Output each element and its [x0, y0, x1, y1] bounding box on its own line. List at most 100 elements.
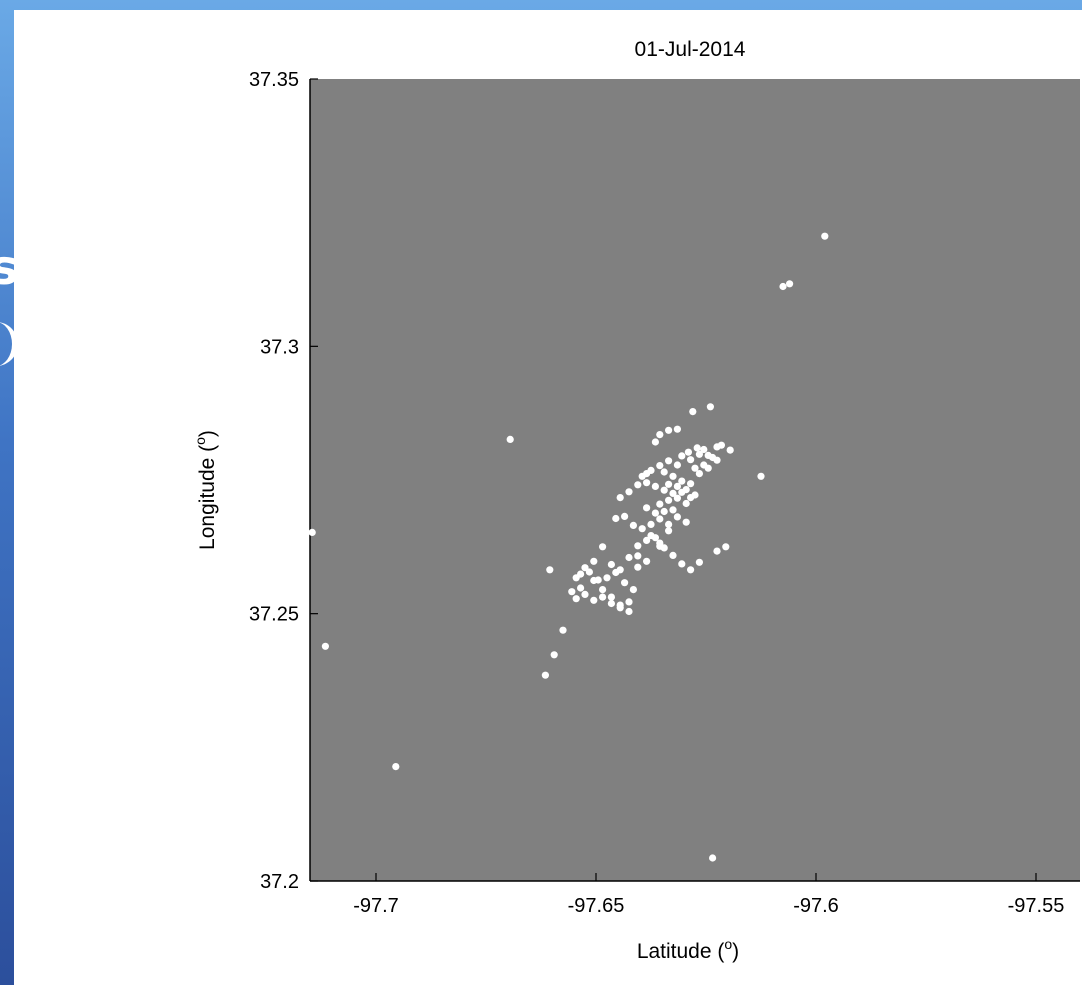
data-point [621, 512, 629, 521]
data-point [625, 598, 633, 606]
x-axis-label-text: Latitude [637, 940, 712, 963]
data-point [634, 563, 642, 571]
data-point [541, 671, 550, 679]
data-point [665, 520, 673, 529]
data-point [634, 481, 642, 489]
data-point [625, 488, 633, 496]
data-point [590, 557, 598, 565]
data-point [687, 456, 695, 464]
data-point [678, 477, 686, 485]
data-point [651, 438, 660, 446]
data-point [599, 543, 607, 551]
data-point [717, 441, 726, 449]
data-point [612, 514, 620, 523]
data-point [625, 553, 633, 562]
data-point [669, 506, 677, 514]
data-point [693, 444, 701, 452]
data-point [682, 518, 690, 526]
axes: -97.7 -97.65 -97.6 -97.55 37.2 37.25 37.3 37.35 [249, 69, 1080, 917]
y-tick-label: 37.35 [249, 69, 299, 91]
data-point [687, 480, 695, 488]
data-point [629, 521, 638, 530]
data-point [572, 595, 580, 603]
data-point [673, 461, 682, 469]
data-point [665, 527, 673, 535]
data-point [590, 576, 598, 585]
data-point [695, 470, 704, 478]
y-tick-label: 37.2 [260, 871, 299, 893]
data-point [687, 566, 695, 574]
data-point [669, 551, 677, 560]
data-point [682, 499, 690, 508]
data-point [684, 448, 693, 456]
data-point [660, 544, 668, 552]
data-point [673, 425, 682, 433]
data-point [621, 579, 629, 587]
data-point [392, 763, 400, 771]
data-point [647, 532, 655, 540]
data-point [786, 280, 794, 288]
data-point [689, 408, 697, 416]
data-point [643, 479, 651, 487]
data-point [665, 426, 673, 434]
data-point [695, 558, 704, 566]
data-point [590, 596, 598, 604]
data-point [577, 584, 585, 592]
data-point [713, 456, 721, 464]
x-axis-label: Latitude (o) [637, 936, 739, 963]
data-point [638, 472, 646, 480]
data-point [656, 515, 664, 523]
data-point [506, 435, 514, 443]
data-point [585, 568, 594, 576]
data-point [673, 482, 682, 490]
data-point [308, 528, 316, 537]
data-point [546, 566, 554, 574]
data-point [678, 488, 686, 496]
data-point [651, 482, 660, 490]
data-point [656, 431, 664, 439]
data-point [673, 494, 682, 502]
data-point [550, 651, 558, 659]
data-point [651, 509, 660, 517]
data-point [656, 500, 664, 508]
plot-area [310, 79, 1080, 881]
x-tick-label: -97.65 [568, 895, 625, 917]
data-point [660, 507, 668, 516]
data-point [695, 450, 704, 458]
data-point [704, 464, 712, 472]
y-axis-unit: o [192, 437, 208, 445]
chart-title: 01-Jul-2014 [635, 38, 746, 61]
data-point [607, 560, 616, 569]
data-point [616, 604, 624, 612]
x-axis-unit: o [724, 936, 732, 952]
data-point [581, 564, 589, 572]
data-point [603, 574, 611, 582]
data-point [678, 560, 686, 568]
data-points [308, 232, 829, 862]
slide-decoration-glyph: s [0, 240, 19, 296]
data-point [665, 496, 673, 504]
data-point [709, 854, 717, 862]
data-point [321, 642, 329, 650]
data-point [660, 468, 668, 476]
data-point [599, 593, 607, 601]
data-point [647, 520, 655, 529]
data-point [643, 536, 651, 545]
data-point [643, 557, 651, 565]
data-point [669, 489, 677, 497]
data-point [726, 446, 734, 454]
data-point [821, 232, 829, 240]
data-point [722, 543, 730, 551]
data-point [607, 599, 616, 608]
x-tick-label: -97.6 [793, 895, 839, 917]
data-point [656, 462, 664, 470]
data-point [599, 586, 607, 594]
data-point [673, 513, 682, 521]
y-axis-label: Longitude (o) [192, 430, 219, 550]
data-point [643, 504, 651, 512]
data-point [687, 494, 695, 502]
y-axis-label-text: Longitude [196, 458, 219, 550]
data-point [665, 457, 673, 465]
data-point [779, 282, 787, 291]
data-point [607, 593, 616, 601]
